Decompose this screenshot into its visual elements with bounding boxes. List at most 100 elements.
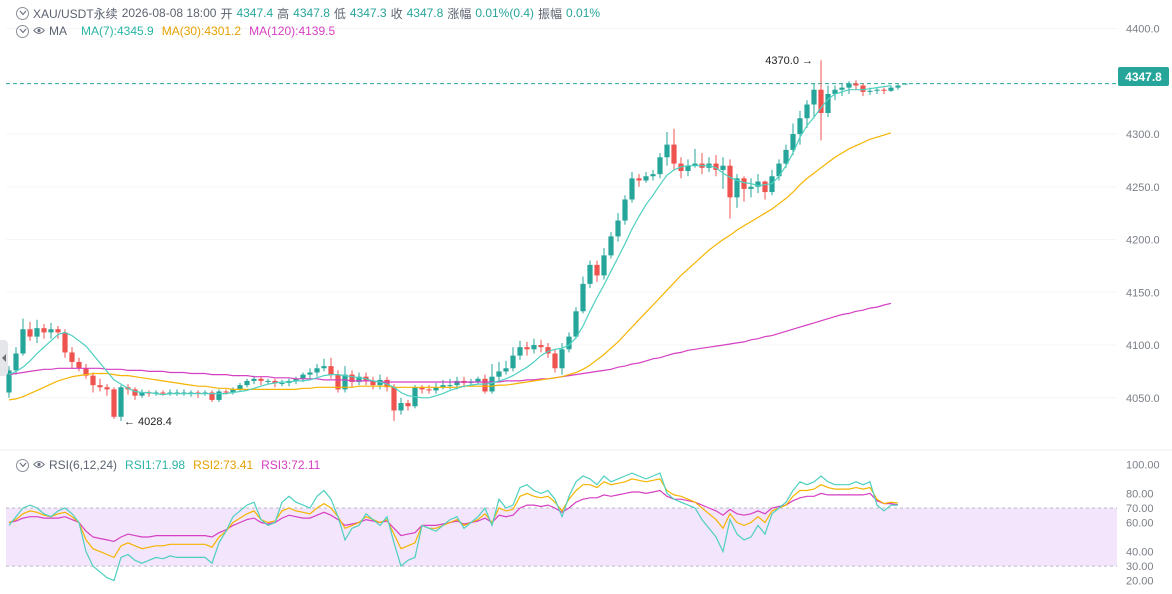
price-tick-label: 4300.0	[1126, 129, 1160, 141]
candle	[398, 403, 404, 411]
candle	[783, 149, 789, 164]
candle	[615, 220, 621, 237]
collapse-toggle-icon[interactable]	[16, 6, 29, 20]
high-label: 高	[277, 6, 290, 21]
amplitude-value: 0.01%	[566, 6, 601, 20]
candle	[874, 89, 880, 91]
rsi-collapse-icon[interactable]	[16, 458, 29, 472]
rsi-eye-icon[interactable]	[33, 458, 45, 472]
candle	[902, 83, 908, 85]
candle	[48, 329, 54, 333]
grid-lines	[0, 28, 1172, 451]
candle	[818, 89, 824, 113]
amplitude-label: 振幅	[538, 6, 563, 21]
candle	[111, 389, 117, 417]
candle	[69, 352, 75, 362]
candle	[34, 328, 40, 337]
candle	[104, 387, 110, 390]
close-value: 4347.8	[406, 6, 444, 20]
candle	[636, 178, 642, 181]
candle	[881, 89, 887, 91]
candle	[307, 372, 313, 375]
candle	[160, 392, 166, 394]
candle	[524, 347, 530, 350]
candle	[797, 118, 803, 135]
annotations: 4370.0 → ← 4028.4	[124, 55, 813, 428]
price-tick-label: 4400.0	[1126, 24, 1160, 36]
candle	[405, 403, 411, 407]
rsi-tick-label: 30.00	[1126, 561, 1154, 573]
rsi-tick-label: 40.00	[1126, 547, 1154, 559]
candle	[895, 85, 901, 88]
eye-icon[interactable]	[33, 24, 45, 38]
candle	[643, 176, 649, 181]
candle	[538, 345, 544, 348]
candle	[748, 186, 754, 189]
candle	[776, 163, 782, 177]
price-tick-label: 4200.0	[1126, 235, 1160, 247]
candle	[790, 134, 796, 150]
candle	[41, 328, 47, 333]
candle	[237, 385, 243, 390]
candle	[293, 378, 299, 381]
ma120-value: MA(120):4139.5	[249, 24, 336, 38]
candle	[328, 366, 334, 375]
rsi-line-rsi2	[8, 478, 899, 559]
rsi-title: RSI(6,12,24)	[49, 458, 118, 472]
candle	[55, 329, 61, 333]
rsi3-value: RSI3:72.11	[261, 458, 321, 472]
candle	[671, 144, 677, 164]
rsi-band-fill	[6, 507, 1117, 567]
candle	[762, 181, 768, 193]
candle	[594, 264, 600, 276]
price-tick-label: 4100.0	[1126, 340, 1160, 352]
ma-lines	[8, 85, 892, 401]
candle	[720, 165, 726, 170]
ohlc-legend: XAU/USDT永续 2026-08-08 18:00 开 4347.4 高 4…	[16, 5, 604, 21]
candle	[867, 90, 873, 92]
change-value: 0.01%(0.4)	[475, 6, 535, 20]
candle	[811, 89, 817, 105]
datetime-label: 2026-08-08 18:00	[121, 6, 217, 20]
ma-collapse-icon[interactable]	[16, 24, 29, 38]
low-annotation: ← 4028.4	[124, 416, 172, 428]
candle	[482, 378, 488, 392]
candle	[433, 387, 439, 391]
candle	[209, 392, 215, 400]
candle	[727, 165, 733, 198]
candle	[27, 329, 33, 337]
candle	[300, 374, 306, 379]
candle	[629, 178, 635, 200]
candle	[356, 376, 362, 382]
candle	[426, 389, 432, 391]
candle	[335, 374, 341, 390]
price-tick-label: 4050.0	[1126, 393, 1160, 405]
ma120-line	[8, 302, 892, 383]
candle	[839, 87, 845, 90]
candle	[454, 380, 460, 386]
candle	[531, 345, 537, 350]
candle	[559, 349, 565, 369]
close-label: 收	[390, 6, 403, 21]
ma-legend: MA MA(7):4345.9 MA(30):4301.2 MA(120):41…	[16, 23, 339, 39]
candle	[272, 380, 278, 384]
low-label: 低	[333, 6, 346, 21]
candle	[804, 104, 810, 119]
candle	[496, 371, 502, 377]
candle-series	[6, 60, 908, 422]
candle	[90, 375, 96, 386]
candle	[321, 366, 327, 369]
candle	[370, 380, 376, 386]
ma30-line	[8, 132, 892, 401]
candle	[139, 392, 145, 396]
candle	[447, 385, 453, 387]
rsi-tick-label: 80.00	[1126, 488, 1154, 500]
expand-handle[interactable]	[0, 340, 8, 376]
chevron-left-icon	[2, 354, 6, 362]
candle	[510, 355, 516, 369]
candle	[888, 87, 894, 91]
candle	[223, 391, 229, 393]
price-tick-label: 4150.0	[1126, 287, 1160, 299]
